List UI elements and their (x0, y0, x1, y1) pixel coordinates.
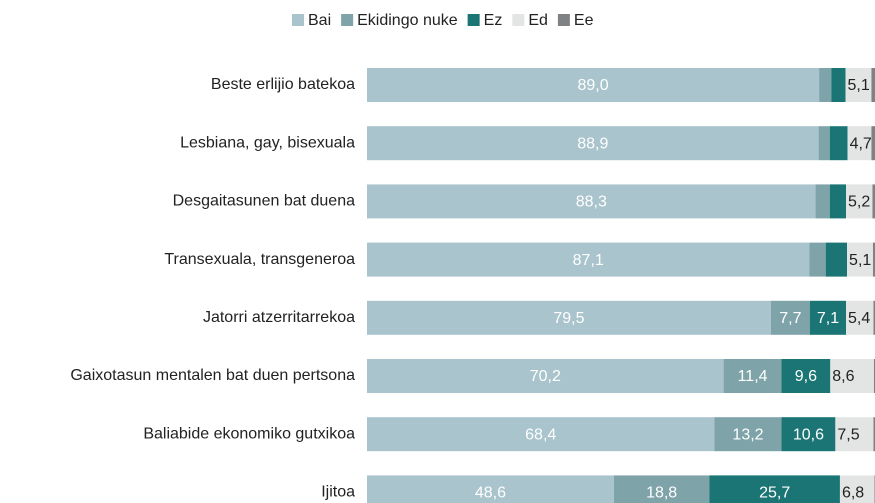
bar-segment (367, 242, 810, 277)
bar-segment (709, 475, 840, 503)
legend-swatch (292, 14, 304, 26)
legend-swatch (467, 14, 480, 26)
bar-segment (829, 184, 847, 219)
value-label: 89,0 (577, 77, 608, 94)
bar-segment (847, 242, 873, 277)
value-label: 4,7 (850, 135, 872, 152)
bar-segment (714, 417, 782, 452)
legend-swatch (512, 14, 525, 26)
value-label: 5,1 (849, 252, 871, 269)
bar-segment (873, 359, 875, 393)
bar-segment (839, 475, 875, 503)
bar-segment (809, 242, 826, 277)
value-label: 5,1 (848, 77, 870, 94)
value-label: 48,6 (475, 485, 506, 502)
legend-label: Bai (308, 12, 331, 29)
legend-label: Ekidingo nuke (357, 12, 458, 29)
bar-segment (818, 126, 830, 161)
category-label: Baliabide ekonomiko gutxikoa (143, 425, 355, 442)
value-label: 7,5 (837, 426, 859, 443)
value-label: 13,2 (732, 426, 763, 443)
bar-segment (873, 417, 875, 452)
value-label: 9,6 (795, 368, 817, 385)
legend-swatch (557, 14, 570, 26)
bar-segment (367, 68, 820, 102)
bar-segment (781, 359, 831, 393)
bar-segment (846, 300, 874, 335)
value-label: 88,9 (577, 135, 608, 152)
bar-segment (367, 300, 771, 335)
bar-segment (781, 417, 836, 452)
bar-segment (873, 300, 875, 335)
legend-label: Ee (574, 12, 594, 29)
category-label: Desgaitasunen bat duena (173, 193, 355, 210)
bar-segment (829, 126, 848, 161)
legend-swatch (341, 14, 354, 26)
bar-segment (835, 417, 874, 452)
bar-segment (367, 184, 816, 219)
bar-segment (872, 242, 875, 277)
legend-label: Ed (528, 12, 548, 29)
value-label: 5,4 (848, 310, 870, 327)
category-label: Gaixotasun mentalen bat duen pertsona (70, 367, 355, 384)
category-label: Beste erlijio batekoa (211, 76, 355, 93)
bar-segment (872, 184, 875, 219)
bar-segment (871, 68, 875, 102)
bar-segment (613, 475, 710, 503)
value-label: 7,7 (779, 310, 801, 327)
value-label: 68,4 (525, 426, 556, 443)
bar-segment (819, 68, 832, 102)
value-label: 8,6 (832, 368, 854, 385)
category-label: Ijitoa (321, 484, 355, 501)
bar-segment (367, 359, 724, 393)
value-label: 11,4 (738, 368, 768, 385)
bar-segment (846, 184, 873, 219)
value-label: 70,2 (530, 368, 561, 385)
bar-segment (367, 417, 715, 452)
value-label: 18,8 (646, 485, 677, 502)
bar-segment (367, 126, 819, 161)
bar-segment (825, 242, 848, 277)
value-label: 6,8 (842, 485, 864, 502)
bar-segment (723, 359, 782, 393)
bar-segment (831, 68, 846, 102)
value-label: 10,6 (793, 426, 824, 443)
bar-segment (845, 68, 872, 102)
legend-label: Ez (484, 12, 503, 29)
category-label: Transexuala, transgeneroa (164, 251, 355, 268)
bar-segment (871, 126, 875, 161)
value-label: 88,3 (576, 194, 607, 211)
bar-segment (367, 475, 614, 503)
category-label: Jatorri atzerritarrekoa (203, 309, 355, 326)
value-label: 5,2 (848, 194, 870, 211)
value-label: 7,1 (817, 310, 839, 327)
value-label: 79,5 (553, 310, 584, 327)
value-label: 25,7 (759, 485, 790, 502)
category-label: Lesbiana, gay, bisexuala (180, 134, 355, 151)
value-label: 87,1 (573, 252, 604, 269)
bar-segment (809, 300, 847, 335)
bar-segment (770, 300, 810, 335)
bar-segment (830, 359, 874, 393)
bar-segment (815, 184, 830, 219)
bar-segment (847, 126, 872, 161)
